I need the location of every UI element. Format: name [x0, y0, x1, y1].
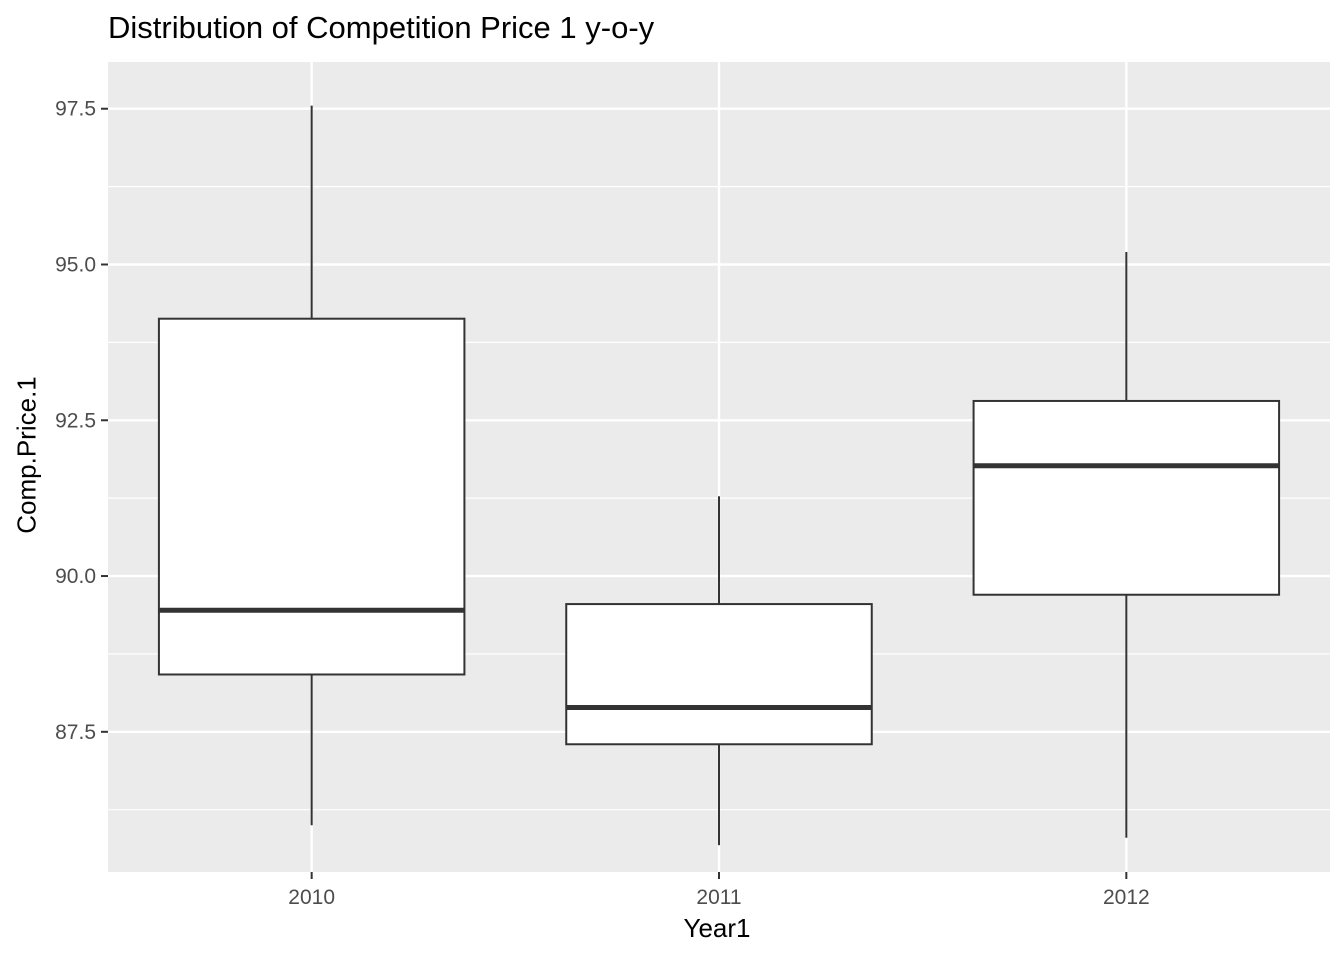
- y-axis: 87.5 90.0 92.5 95.0 97.5: [55, 98, 108, 744]
- x-tick-label: 2010: [288, 886, 335, 909]
- y-tick-label: 87.5: [55, 721, 96, 744]
- box-iqr: [565, 603, 873, 746]
- box-iqr: [972, 399, 1281, 596]
- y-tick-label: 97.5: [55, 98, 96, 121]
- boxes: [157, 105, 1281, 846]
- box-2011: [565, 496, 873, 846]
- x-axis: 2010 2011 2012: [288, 872, 1150, 909]
- x-axis-label: Year1: [683, 913, 751, 943]
- y-tick-label: 92.5: [55, 409, 96, 432]
- y-tick-label: 95.0: [55, 254, 96, 277]
- chart-title: Distribution of Competition Price 1 y-o-…: [108, 10, 655, 45]
- y-tick-label: 90.0: [55, 565, 96, 588]
- x-tick-label: 2012: [1103, 886, 1150, 909]
- x-tick-label: 2011: [696, 886, 741, 909]
- box-2012: [972, 252, 1281, 838]
- box-iqr: [157, 317, 466, 676]
- box-2010: [157, 105, 466, 826]
